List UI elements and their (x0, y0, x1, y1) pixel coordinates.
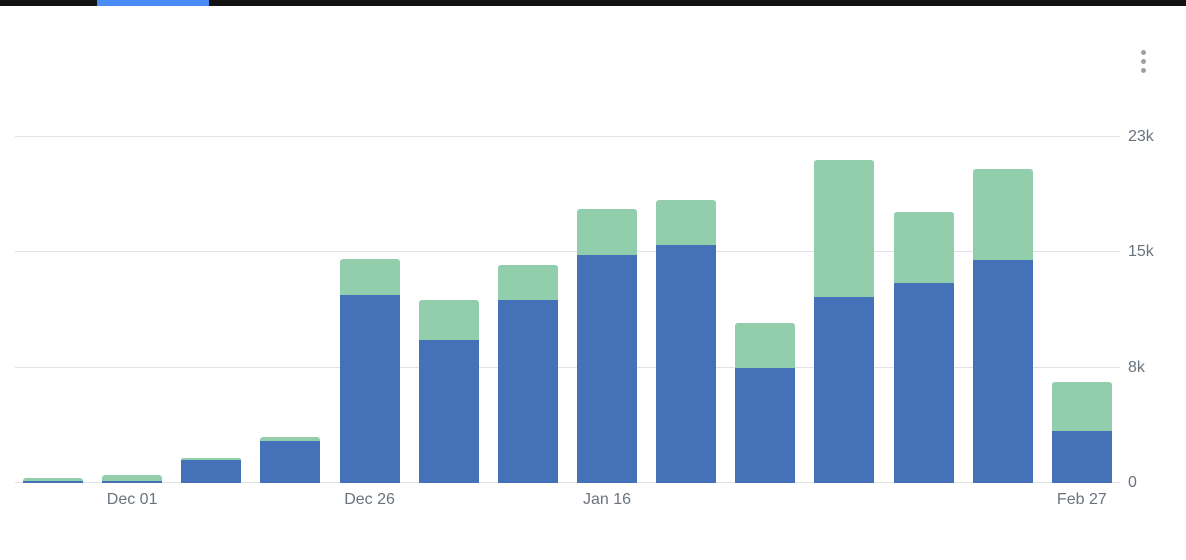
gridlines (15, 136, 1120, 483)
bar[interactable] (102, 137, 163, 483)
bar-segment-green[interactable] (181, 458, 242, 460)
kebab-menu-icon (1141, 68, 1146, 73)
x-tick-label (656, 491, 716, 509)
bar-segment-blue[interactable] (576, 255, 637, 483)
bar-segment-green[interactable] (260, 436, 321, 442)
x-tick-label (260, 491, 320, 509)
gridline (15, 136, 1120, 137)
bar-segment-blue[interactable] (1051, 430, 1112, 483)
bar[interactable] (576, 137, 637, 483)
bar[interactable] (972, 137, 1033, 483)
bar-segment-blue[interactable] (972, 260, 1033, 483)
bar-segment-blue[interactable] (339, 295, 400, 483)
x-tick-label: Jan 16 (582, 491, 631, 508)
bar-segment-blue[interactable] (656, 244, 717, 483)
x-tick-label (419, 491, 479, 509)
bar[interactable] (497, 137, 558, 483)
bar[interactable] (339, 137, 400, 483)
bar-segment-green[interactable] (814, 160, 875, 297)
x-tick-label (894, 491, 954, 509)
bar-segment-green[interactable] (735, 323, 796, 368)
x-tick-label (498, 491, 558, 509)
y-tick-label: 23k (1128, 128, 1154, 145)
bar[interactable] (181, 137, 242, 483)
bar-segment-blue[interactable] (418, 340, 479, 483)
bars-layer (15, 137, 1120, 483)
gridline (15, 482, 1120, 483)
bar-segment-green[interactable] (1051, 381, 1112, 431)
x-tick-label (973, 491, 1033, 509)
gridline (15, 251, 1120, 253)
x-tick-label (23, 491, 83, 509)
bar-segment-blue[interactable] (497, 300, 558, 483)
bar-segment-green[interactable] (23, 477, 83, 482)
bar[interactable] (23, 137, 83, 483)
chart-options-menu-button[interactable] (1137, 46, 1150, 77)
bar-segment-green[interactable] (972, 169, 1033, 261)
x-tick-label (814, 491, 874, 509)
bar-segment-blue[interactable] (181, 459, 242, 483)
y-axis-labels: 0 8k 15k 23k (1128, 129, 1183, 491)
bar-segment-blue[interactable] (102, 480, 163, 483)
y-tick-label: 8k (1128, 358, 1145, 376)
gridline (15, 366, 1120, 368)
bar[interactable] (260, 137, 321, 483)
active-tab-indicator (97, 0, 209, 6)
bar[interactable] (735, 137, 796, 483)
kebab-menu-icon (1141, 59, 1146, 64)
x-tick-label: Dec 26 (344, 491, 395, 508)
x-tick-label: Dec 01 (106, 491, 158, 508)
bar-segment-blue[interactable] (893, 283, 954, 483)
kebab-menu-icon (1141, 50, 1146, 55)
bar-segment-green[interactable] (418, 300, 479, 340)
bar-segment-green[interactable] (893, 212, 954, 284)
bar-segment-green[interactable] (656, 200, 717, 245)
bar-segment-green[interactable] (339, 258, 400, 296)
x-tick-label (181, 491, 241, 509)
x-tick-label: Feb 27 (1056, 491, 1107, 508)
x-axis-labels: Dec 01 Dec 26 Jan 16 Feb 27 (15, 491, 1120, 509)
bar[interactable] (418, 137, 479, 483)
bar-segment-blue[interactable] (23, 481, 83, 483)
bar-segment-blue[interactable] (735, 367, 796, 483)
bar-segment-blue[interactable] (260, 441, 321, 483)
bar-segment-green[interactable] (102, 475, 163, 481)
bar[interactable] (893, 137, 954, 483)
y-tick-label: 15k (1128, 243, 1154, 261)
window-edge-strip (0, 0, 1186, 6)
chart-plot-area (15, 136, 1120, 483)
y-tick-label: 0 (1128, 474, 1137, 491)
bar-segment-blue[interactable] (814, 296, 875, 483)
bar[interactable] (1051, 137, 1112, 483)
bar[interactable] (814, 137, 875, 483)
bar[interactable] (656, 137, 717, 483)
bar-segment-green[interactable] (497, 264, 558, 301)
bar-segment-green[interactable] (576, 209, 637, 256)
x-tick-label (735, 491, 795, 509)
